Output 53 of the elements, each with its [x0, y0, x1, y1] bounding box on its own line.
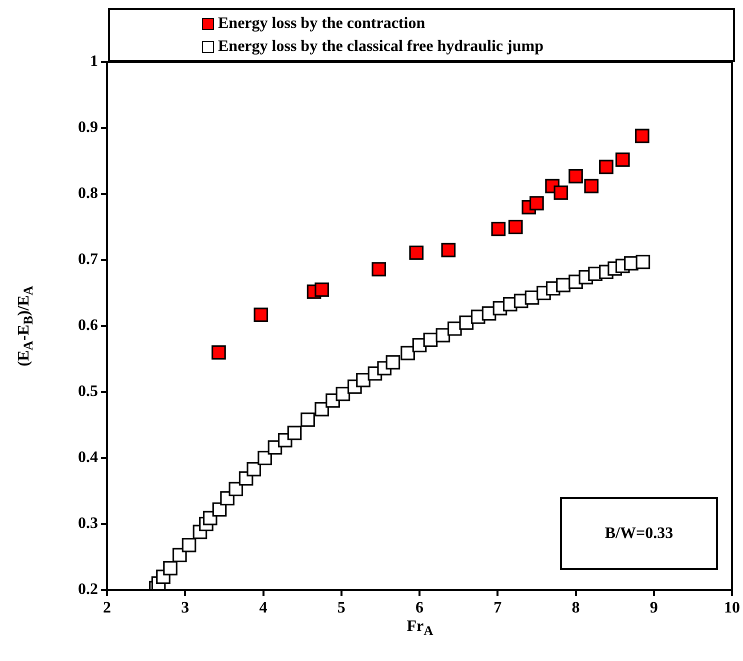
point [636, 254, 650, 270]
x-tick-label: 3 [181, 600, 190, 617]
x-tick-label: 6 [416, 600, 424, 617]
point [423, 332, 438, 348]
point [300, 412, 315, 427]
point [212, 345, 226, 360]
x-tick-label: 4 [259, 600, 268, 617]
point [568, 169, 583, 184]
x-tick-label: 2 [103, 600, 111, 617]
point [491, 222, 506, 236]
point [258, 450, 272, 466]
point [584, 178, 599, 194]
y-tick-label: 0.7 [78, 251, 98, 268]
point [246, 462, 262, 476]
point [530, 196, 544, 210]
y-tick-label: 0.6 [78, 317, 98, 334]
y-tick-label: 0.2 [78, 581, 98, 598]
point [356, 372, 370, 388]
point [163, 561, 178, 576]
y-tick-label: 0.3 [78, 515, 98, 532]
y-tick-label: 0.4 [78, 449, 98, 466]
legend-label: Energy loss by the contraction [218, 15, 426, 32]
point [372, 262, 386, 276]
point [400, 346, 415, 360]
x-tick-label: 7 [494, 600, 502, 617]
x-tick-label: 10 [724, 600, 740, 617]
x-tick-label: 9 [650, 600, 658, 617]
point [409, 246, 424, 260]
point [254, 308, 268, 322]
point [554, 186, 568, 200]
point [182, 538, 196, 552]
point [508, 220, 523, 234]
point [314, 282, 330, 297]
x-tick-label: 8 [572, 600, 580, 617]
point [599, 160, 614, 174]
point [634, 128, 650, 144]
point [447, 321, 462, 336]
legend-label: Energy loss by the classical free hydraulic jump [218, 38, 544, 55]
y-tick-label: 0.8 [78, 185, 98, 202]
point [228, 482, 244, 496]
x-axis-title: Fr$_{A}$ [406, 618, 434, 640]
point [436, 328, 450, 342]
y-tick-label: 0.5 [78, 383, 98, 400]
point [441, 242, 456, 258]
point [615, 152, 630, 167]
point [459, 316, 474, 330]
x-tick-label: 5 [337, 600, 346, 617]
point [314, 402, 330, 416]
point [287, 426, 302, 440]
note-box: B/W=0.33 [560, 497, 718, 570]
y-tick-label: 0.9 [78, 119, 98, 136]
point [386, 355, 400, 370]
y-tick-label: 1 [90, 53, 98, 70]
